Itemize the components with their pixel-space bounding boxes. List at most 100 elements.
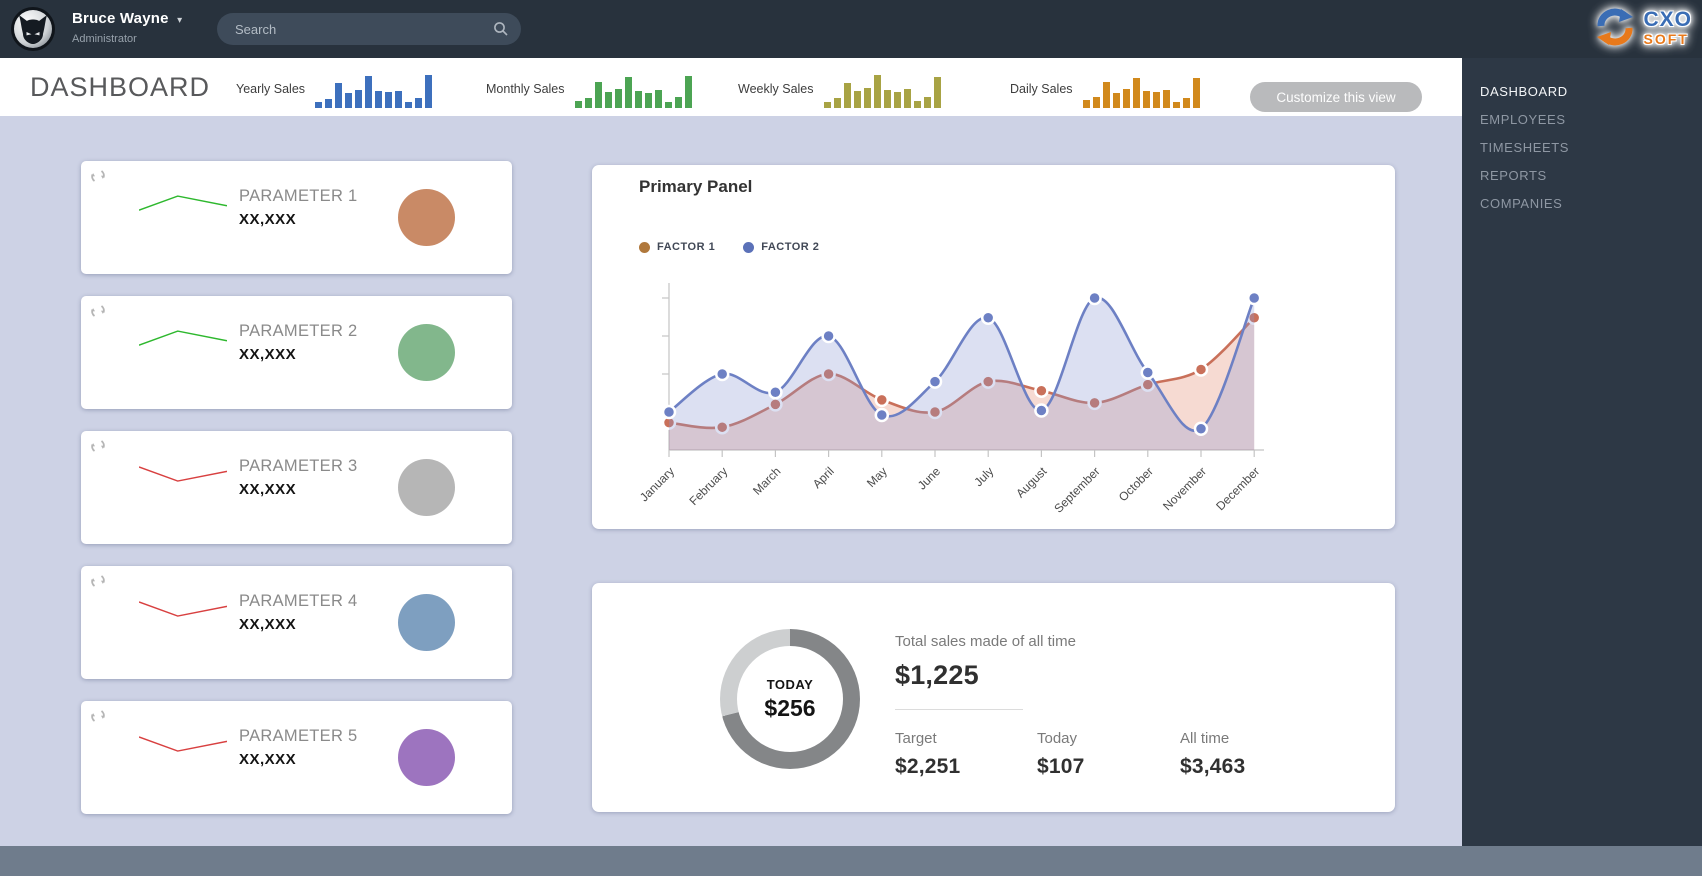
parameter-title: PARAMETER 1 [239,187,358,205]
legend-dot-icon [743,241,755,253]
sales-summary-panel: TODAY $256 Total sales made of all time … [592,583,1395,812]
refresh-icon[interactable] [91,304,105,318]
logo-text-soft: SOFT [1643,30,1689,47]
svg-text:April: April [810,464,837,491]
stats-row: Target $2,251 Today $107 All time $3,463 [895,730,1375,779]
stat-target: Target $2,251 [895,730,1037,779]
logo-text-cxo: CXO [1643,7,1692,31]
parameter-value: XX,XXX [239,751,297,768]
user-avatar[interactable] [10,6,56,52]
parameter-value: XX,XXX [239,616,297,633]
donut-center: TODAY $256 [737,646,843,752]
app-logo: CXO SOFT [1593,5,1692,49]
mini-chart-label: Daily Sales [1010,82,1073,96]
mini-chart-monthly-sales: Monthly Sales [486,58,695,116]
stat-label: All time [1180,730,1230,747]
footer-bar [0,846,1702,876]
header-bar: DASHBOARD Yearly Sales Monthly Sales Wee… [0,58,1462,116]
parameter-title: PARAMETER 5 [239,727,358,745]
user-role: Administrator [72,33,137,45]
svg-text:October: October [1116,464,1156,504]
donut-center-label: TODAY [766,676,814,692]
stat-label: Today [1037,730,1078,747]
customize-view-button[interactable]: Customize this view [1250,82,1422,112]
legend-item-factor-2[interactable]: FACTOR 2 [743,241,819,253]
svg-text:February: February [686,464,730,508]
mini-bar-chart-icon [823,75,941,108]
stats-total-value: $1,225 [895,660,979,690]
svg-text:December: December [1213,464,1262,513]
refresh-icon[interactable] [91,709,105,723]
legend-item-factor-1[interactable]: FACTOR 1 [639,241,715,253]
parameter-circle [398,729,455,786]
search-icon[interactable] [493,21,509,42]
legend-dot-icon [639,241,650,253]
sidebar-item-timesheets[interactable]: TIMESHEETS [1480,140,1570,155]
stat-value: $107 [1037,755,1085,778]
refresh-icon[interactable] [91,574,105,588]
svg-text:September: September [1051,464,1102,515]
mini-bar-chart-icon [1082,78,1200,108]
sidebar-item-companies[interactable]: COMPANIES [1480,196,1563,211]
parameter-value: XX,XXX [239,211,297,228]
parameter-title: PARAMETER 3 [239,457,358,475]
parameter-circle [398,459,455,516]
svg-text:June: June [915,464,944,493]
mini-chart-label: Yearly Sales [236,82,306,96]
refresh-icon[interactable] [91,439,105,453]
today-donut-chart: TODAY $256 [720,629,860,769]
search-input[interactable] [217,13,521,45]
user-block[interactable]: Bruce Wayne ▾ Administrator [72,10,182,45]
chart-legend: FACTOR 1 FACTOR 2 [639,241,819,253]
primary-panel-title: Primary Panel [639,177,753,196]
logo-swirl-icon [1597,8,1634,46]
divider [895,709,1023,710]
trend-sparkline-down [139,601,227,617]
trend-sparkline-down [139,736,227,752]
parameter-card-1: PARAMETER 1 XX,XXX [81,161,512,274]
page-title: DASHBOARD [30,72,211,102]
mini-chart-label: Monthly Sales [486,82,565,96]
search-bar [217,13,521,45]
refresh-icon[interactable] [91,169,105,183]
stat-label: Target [895,730,937,747]
user-name: Bruce Wayne [72,10,169,27]
trend-sparkline-up [139,330,227,346]
stat-value: $2,251 [895,755,961,778]
mini-chart-daily-sales: Daily Sales [1010,58,1203,116]
batman-avatar-icon [11,7,55,51]
chevron-down-icon[interactable]: ▾ [177,15,183,26]
mini-chart-label: Weekly Sales [738,82,814,96]
svg-text:July: July [971,464,996,489]
main-content: PARAMETER 1 XX,XXX PARAMETER 2 XX,XXX [0,116,1462,846]
sidebar-item-dashboard[interactable]: DASHBOARD [1480,84,1568,99]
svg-text:March: March [750,464,783,497]
sidebar-menu: DASHBOARD EMPLOYEES TIMESHEETS REPORTS COMPA… [1462,58,1702,846]
stat-value: $3,463 [1180,755,1246,778]
mini-bar-chart-icon [574,76,692,108]
donut-center-value: $256 [764,694,816,721]
stat-today: Today $107 [1037,730,1180,779]
svg-text:August: August [1013,464,1050,501]
sidebar-item-reports[interactable]: REPORTS [1480,168,1547,183]
parameter-card-5: PARAMETER 5 XX,XXX [81,701,512,814]
parameter-card-4: PARAMETER 4 XX,XXX [81,566,512,679]
legend-label: FACTOR 2 [761,241,820,253]
stat-all-time: All time $3,463 [1180,730,1245,779]
parameter-title: PARAMETER 2 [239,322,358,340]
parameter-card-3: PARAMETER 3 XX,XXX [81,431,512,544]
sales-stats: Total sales made of all time $1,225 Targ… [895,633,1375,779]
svg-text:November: November [1160,464,1209,513]
parameter-title: PARAMETER 4 [239,592,358,610]
parameter-value: XX,XXX [239,346,297,363]
sidebar-item-employees[interactable]: EMPLOYEES [1480,112,1566,127]
stats-heading: Total sales made of all time [895,633,1076,650]
parameter-circle [398,594,455,651]
trend-sparkline-down [139,466,227,482]
line-chart-svg: January February March April May June July Augu… [637,283,1264,516]
trend-sparkline-up [139,195,227,211]
mini-chart-yearly-sales: Yearly Sales [236,58,435,116]
svg-text:May: May [864,464,890,490]
mini-chart-weekly-sales: Weekly Sales [738,58,944,116]
svg-text:January: January [637,464,677,504]
